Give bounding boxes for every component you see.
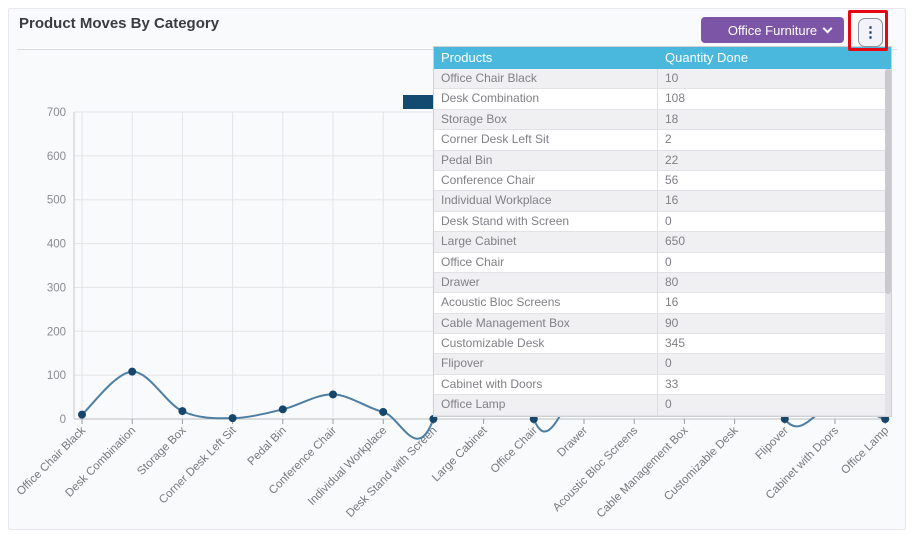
quantity-done-cell: 10 <box>665 71 679 85</box>
product-name-cell: Storage Box <box>434 109 658 130</box>
product-name-cell: Large Cabinet <box>434 232 658 252</box>
category-dropdown[interactable]: Office Furniture <box>701 17 844 43</box>
svg-text:0: 0 <box>60 414 66 426</box>
quantity-done-cell: 22 <box>665 152 679 167</box>
quantity-done-cell: 0 <box>665 254 672 269</box>
quantity-done-cell: 90 <box>665 315 679 330</box>
svg-text:Acoustic Bloc Screens: Acoustic Bloc Screens <box>551 424 641 514</box>
table-scrollbar[interactable] <box>885 69 891 416</box>
product-name-cell: Office Chair <box>434 252 658 272</box>
table-scrollbar-thumb[interactable] <box>885 69 891 295</box>
table-row: Flipover 0 <box>434 354 887 375</box>
product-name-cell: Pedal Bin <box>434 150 658 170</box>
table-header-row: Products Quantity Done <box>434 47 891 69</box>
table-row: Office Lamp 0 <box>434 395 887 416</box>
quantity-done-cell: 2 <box>665 132 672 147</box>
svg-text:400: 400 <box>47 239 66 251</box>
kebab-vertical-icon: ⋮ <box>863 24 878 41</box>
table-row: Conference Chair 56 <box>434 170 887 192</box>
svg-text:Storage Box: Storage Box <box>135 424 188 477</box>
svg-text:600: 600 <box>47 151 66 163</box>
svg-text:700: 700 <box>47 107 66 119</box>
product-name-cell: Flipover <box>434 354 658 374</box>
quantity-done-cell: 80 <box>665 274 679 289</box>
product-name-cell: Cable Management Box <box>434 313 658 334</box>
table-row: Individual Workplace 16 <box>434 191 887 212</box>
table-row: Drawer 80 <box>434 272 887 294</box>
product-name-cell: Office Lamp <box>434 395 658 415</box>
svg-text:Office Lamp: Office Lamp <box>839 425 891 477</box>
quantity-done-cell: 0 <box>665 213 672 228</box>
product-name-cell: Drawer <box>434 272 658 293</box>
table-row: Desk Stand with Screen 0 <box>434 211 887 233</box>
product-moves-panel: Product Moves By Category 0 100 200 300 400 5… <box>8 8 906 530</box>
quantity-done-cell: 0 <box>665 397 672 412</box>
svg-text:Flipover: Flipover <box>754 425 792 463</box>
quantity-done-cell: 18 <box>665 111 679 126</box>
svg-text:Pedal Bin: Pedal Bin <box>246 425 289 468</box>
products-popover-table: Products Quantity Done Office Chair Blac… <box>433 46 892 417</box>
table-row: Cable Management Box 90 <box>434 313 887 335</box>
table-row: Office Chair 0 <box>434 252 887 273</box>
quantity-done-cell: 650 <box>665 234 686 249</box>
table-row: Storage Box 18 <box>434 109 887 131</box>
popover-table-body: Office Chair Black 10 Desk Combination 108 S… <box>434 69 891 416</box>
quantity-done-cell: 56 <box>665 172 679 187</box>
svg-text:200: 200 <box>47 326 66 338</box>
table-header-quantity-done: Quantity Done <box>665 50 749 65</box>
table-row: Pedal Bin 22 <box>434 150 887 171</box>
product-name-cell: Acoustic Bloc Screens <box>434 293 658 313</box>
panel-title: Product Moves By Category <box>19 15 220 32</box>
chevron-down-icon <box>822 23 833 34</box>
quantity-done-cell: 33 <box>665 376 679 391</box>
svg-text:Cable Management Box: Cable Management Box <box>595 424 691 520</box>
table-row: Desk Combination 108 <box>434 89 887 110</box>
quantity-done-cell: 16 <box>665 295 679 310</box>
kebab-menu-button[interactable]: ⋮ <box>858 18 883 47</box>
table-row: Corner Desk Left Sit 2 <box>434 130 887 151</box>
quantity-done-cell: 0 <box>665 356 672 371</box>
table-row: Acoustic Bloc Screens 16 <box>434 293 887 314</box>
category-dropdown-label: Office Furniture <box>727 22 818 38</box>
table-row: Customizable Desk 345 <box>434 334 887 355</box>
product-name-cell: Customizable Desk <box>434 334 658 354</box>
svg-text:Office Chair: Office Chair <box>489 425 540 476</box>
quantity-done-cell: 108 <box>665 91 686 106</box>
table-row: Cabinet with Doors 33 <box>434 374 887 396</box>
table-row: Office Chair Black 10 <box>434 69 887 90</box>
table-header-products: Products <box>441 50 493 65</box>
svg-text:100: 100 <box>47 370 66 382</box>
product-name-cell: Desk Combination <box>434 89 658 109</box>
product-name-cell: Office Chair Black <box>434 69 658 89</box>
svg-text:500: 500 <box>47 195 66 207</box>
svg-text:Drawer: Drawer <box>555 425 590 460</box>
product-name-cell: Desk Stand with Screen <box>434 211 658 232</box>
product-name-cell: Conference Chair <box>434 170 658 191</box>
svg-text:300: 300 <box>47 282 66 294</box>
product-name-cell: Individual Workplace <box>434 191 658 211</box>
svg-text:Desk Stand with Screen: Desk Stand with Screen <box>344 425 439 520</box>
product-name-cell: Cabinet with Doors <box>434 374 658 395</box>
quantity-done-cell: 16 <box>665 193 679 208</box>
product-name-cell: Corner Desk Left Sit <box>434 130 658 150</box>
quantity-done-cell: 345 <box>665 336 686 351</box>
table-row: Large Cabinet 650 <box>434 232 887 253</box>
